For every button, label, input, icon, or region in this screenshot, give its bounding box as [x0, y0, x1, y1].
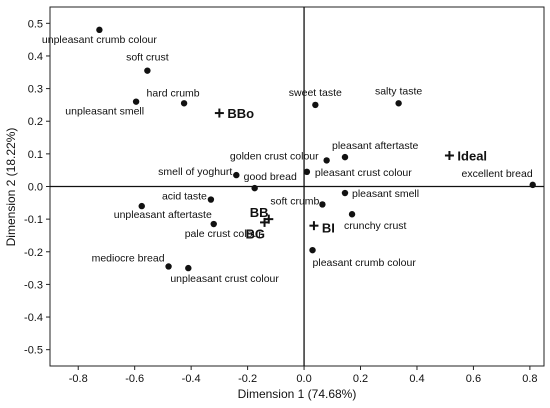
attribute-label: pleasant smell	[352, 188, 419, 200]
sample-marker	[309, 221, 319, 231]
x-tick-label: -0.8	[69, 373, 88, 385]
x-tick-label: -0.6	[125, 373, 144, 385]
attribute-point	[312, 101, 319, 109]
attribute-label: smell of yoghurt	[158, 166, 232, 178]
x-tick-label: 0.8	[522, 373, 537, 385]
x-axis-title: Dimension 1 (74.68%)	[238, 387, 357, 401]
y-tick-label: 0.1	[28, 149, 43, 161]
attribute-label: salty taste	[375, 85, 422, 97]
attribute-label: good bread	[244, 171, 297, 183]
attribute-label: hard crumb	[147, 87, 200, 99]
attribute-label: sweet taste	[289, 87, 342, 99]
x-tick-label: 0.0	[296, 373, 311, 385]
x-tick-label: 0.6	[466, 373, 481, 385]
y-tick-label: 0.4	[28, 51, 43, 63]
attribute-label: unpleasant crust colour	[170, 273, 279, 285]
attribute-point	[144, 67, 151, 74]
attribute-point	[132, 98, 140, 105]
y-tick-label: -0.4	[24, 312, 43, 324]
attribute-point	[210, 220, 217, 228]
sample-points: BBo Ideal BB BG BI	[214, 106, 487, 241]
x-tick-label: 0.4	[409, 373, 424, 385]
attribute-label: soft crust	[126, 52, 169, 64]
attribute-point	[251, 184, 258, 192]
sample-label: BG	[246, 226, 266, 241]
y-tick-label: -0.5	[24, 345, 43, 357]
attribute-label: excellent bread	[461, 168, 532, 180]
attribute-point	[138, 202, 145, 210]
y-tick-label: 0.5	[28, 18, 43, 30]
attribute-point	[323, 157, 330, 164]
attribute-point	[185, 264, 192, 272]
y-tick-label: 0.0	[28, 182, 43, 194]
x-axis-ticks: -0.8 -0.6 -0.4 -0.2 0.0 0.2 0.4 0.6 0.8	[69, 366, 538, 385]
attribute-point	[341, 189, 349, 197]
y-tick-label: -0.3	[24, 279, 43, 291]
attribute-point	[233, 171, 240, 179]
attribute-label: acid taste	[162, 191, 207, 203]
y-tick-label: -0.1	[24, 214, 43, 226]
attribute-label: golden crust colour	[230, 150, 319, 162]
sample-label: BB	[250, 205, 269, 220]
attribute-label: unpleasant crumb colour	[42, 34, 157, 46]
sample-label: BI	[322, 221, 335, 236]
x-tick-label: 0.2	[353, 373, 368, 385]
attribute-point	[303, 168, 311, 176]
x-tick-label: -0.4	[182, 373, 201, 385]
attribute-label: unpleasant aftertaste	[114, 209, 212, 221]
attribute-point	[207, 196, 215, 203]
attribute-label: pleasant aftertaste	[332, 140, 419, 152]
attribute-point	[529, 181, 536, 189]
sample-label: BBo	[227, 106, 254, 121]
attribute-label: pale crust colour	[185, 228, 263, 240]
reference-lines	[50, 7, 544, 366]
y-tick-label: 0.2	[28, 116, 43, 128]
attribute-label: soft crumb	[270, 195, 319, 207]
attribute-point	[319, 201, 326, 208]
attribute-point	[395, 100, 402, 107]
y-tick-label: -0.2	[24, 247, 43, 259]
sample-marker	[260, 217, 270, 227]
sample-marker	[444, 150, 454, 160]
sample-label: Ideal	[457, 148, 487, 163]
attribute-point	[96, 26, 103, 34]
attribute-point	[341, 153, 349, 161]
attribute-label: crunchy crust	[344, 220, 407, 232]
y-tick-label: 0.3	[28, 84, 43, 96]
attribute-label: pleasant crumb colour	[313, 257, 417, 269]
attribute-label: pleasant crust colour	[315, 167, 412, 179]
x-tick-label: -0.2	[238, 373, 257, 385]
attribute-point	[165, 263, 172, 270]
attribute-point	[309, 246, 316, 254]
attribute-point	[348, 211, 356, 218]
y-axis-title: Dimension 2 (18.22%)	[4, 128, 18, 247]
y-axis-ticks: 0.5 0.4 0.3 0.2 0.1 0.0 -0.1 -0.2 -0.3 -0.4 -0.5	[24, 18, 50, 357]
attribute-label: unpleasant smell	[65, 106, 144, 118]
sample-marker	[214, 108, 224, 118]
attribute-point	[180, 100, 188, 107]
attribute-label: mediocre bread	[92, 252, 165, 264]
attribute-points: unpleasant crumb colour soft crust hard cr…	[42, 26, 536, 285]
